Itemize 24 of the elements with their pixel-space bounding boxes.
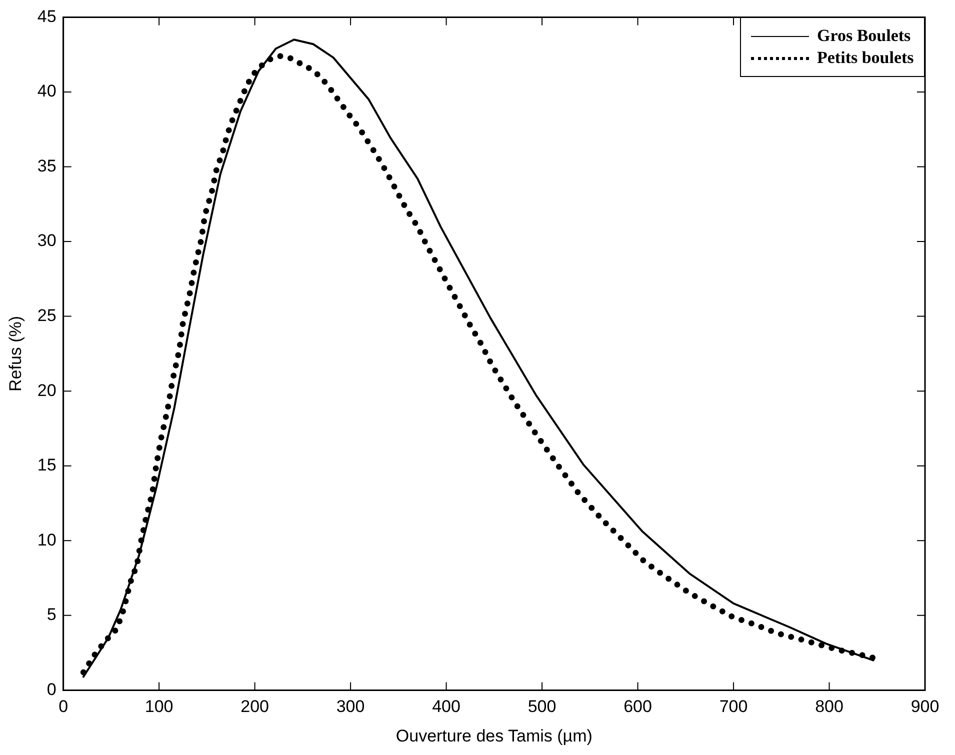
- x-tick-label: 600: [624, 697, 652, 716]
- y-tick-label: 10: [37, 530, 56, 550]
- y-tick-label: 40: [37, 82, 56, 101]
- x-tick-label: 200: [240, 697, 269, 716]
- y-tick-label: 45: [37, 6, 56, 26]
- x-tick-label: 100: [144, 697, 174, 716]
- legend-label: Gros Boulets: [817, 26, 911, 46]
- x-tick-label: 700: [719, 697, 748, 716]
- x-tick-label: 400: [432, 697, 460, 716]
- y-tick-label: 15: [37, 456, 56, 475]
- legend-label: Petits boulets: [817, 48, 914, 68]
- x-tick-label: 900: [910, 697, 940, 716]
- y-tick-label: 30: [37, 231, 56, 250]
- y-tick-label: 0: [46, 680, 56, 699]
- x-axis-title: Ouverture des Tamis (µm): [396, 726, 592, 746]
- y-tick-label: 25: [37, 306, 56, 325]
- x-tick-label: 500: [528, 697, 556, 716]
- y-axis-title: Refus (%): [6, 316, 25, 392]
- x-tick-label: 800: [815, 697, 844, 716]
- y-tick-label: 5: [46, 605, 56, 624]
- x-tick-label: 300: [336, 697, 365, 716]
- x-tick-label: 0: [58, 697, 68, 716]
- y-tick-label: 35: [37, 156, 56, 176]
- y-tick-label: 20: [37, 380, 56, 400]
